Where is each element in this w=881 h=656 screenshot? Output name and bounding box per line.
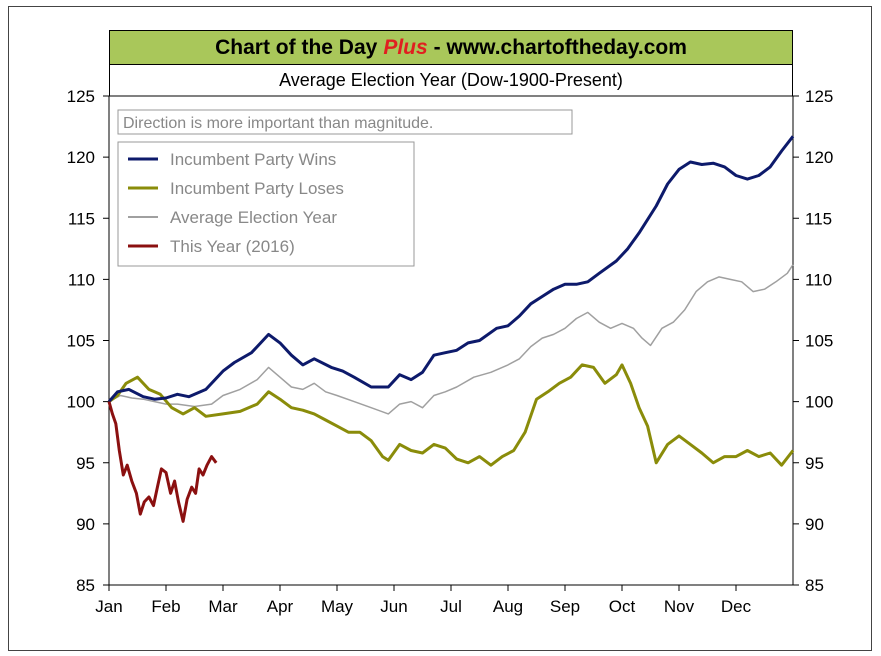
- x-tick-label: Nov: [664, 597, 695, 616]
- y-tick-label-left: 100: [67, 393, 95, 412]
- y-tick-label-left: 95: [76, 454, 95, 473]
- y-tick-label-right: 90: [805, 515, 824, 534]
- header-title-right: - www.chartoftheday.com: [433, 35, 687, 59]
- annotation-text: Direction is more important than magnitu…: [123, 115, 433, 132]
- y-tick-label-right: 100: [805, 393, 833, 412]
- x-tick-label: Aug: [493, 597, 523, 616]
- y-tick-label-left: 90: [76, 515, 95, 534]
- y-tick-label-left: 85: [76, 576, 95, 595]
- y-tick-label-left: 125: [67, 87, 95, 106]
- series-line: [107, 401, 218, 523]
- x-tick-label: Mar: [208, 597, 238, 616]
- x-tick-label: Jul: [440, 597, 462, 616]
- y-tick-label-right: 95: [805, 454, 824, 473]
- chart-header-banner: Chart of the Day Plus - www.chartoftheda…: [109, 30, 793, 65]
- x-tick-label: Apr: [267, 597, 294, 616]
- y-tick-label-left: 110: [68, 270, 95, 289]
- x-tick-label: Jan: [95, 597, 122, 616]
- x-tick-label: Jun: [380, 597, 407, 616]
- x-tick-label: Dec: [721, 597, 752, 616]
- header-title-left: Chart of the Day: [215, 35, 378, 59]
- annotation-box: [117, 109, 573, 135]
- chart-title: Average Election Year (Dow-1900-Present): [109, 64, 793, 96]
- legend-label: Incumbent Party Wins: [170, 150, 336, 169]
- y-tick-label-right: 115: [805, 209, 832, 228]
- x-tick-label: Feb: [151, 597, 180, 616]
- y-tick-label-right: 125: [805, 87, 833, 106]
- series-line: [108, 264, 794, 415]
- legend-label: Average Election Year: [170, 208, 337, 227]
- header-title-plus: Plus: [383, 35, 428, 59]
- y-tick-label-right: 110: [805, 270, 832, 289]
- x-tick-label: Sep: [550, 597, 580, 616]
- x-tick-label: Oct: [609, 597, 636, 616]
- series-line: [108, 363, 795, 467]
- y-tick-label-right: 120: [805, 148, 833, 167]
- y-tick-label-right: 85: [805, 576, 824, 595]
- y-tick-label-left: 120: [67, 148, 95, 167]
- y-tick-label-left: 105: [67, 332, 95, 351]
- y-tick-label-right: 105: [805, 332, 833, 351]
- series-line: [107, 135, 795, 403]
- legend-label: This Year (2016): [170, 237, 295, 256]
- legend-box: [117, 141, 415, 267]
- y-tick-label-left: 115: [68, 209, 95, 228]
- x-tick-label: May: [321, 597, 354, 616]
- legend-label: Incumbent Party Loses: [170, 179, 344, 198]
